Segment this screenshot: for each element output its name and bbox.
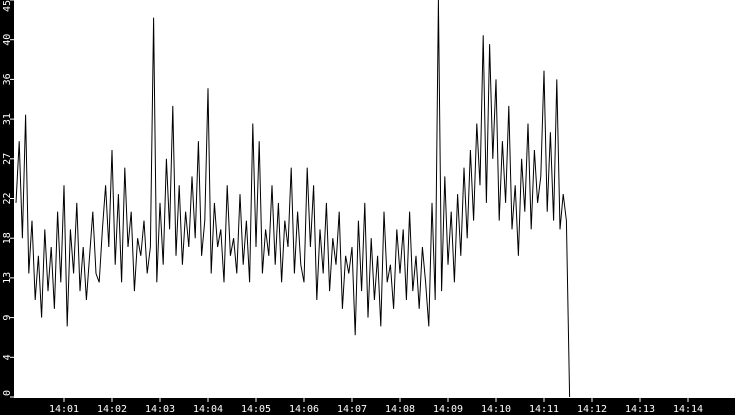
y-tick-label: 13 — [2, 272, 13, 284]
x-tick-label: 14:09 — [433, 404, 463, 415]
plot-area — [14, 0, 735, 398]
x-tick-label: 14:11 — [529, 404, 559, 415]
y-axis: 0 4 9 13 18 22 27 31 36 40 45 — [2, 0, 14, 398]
x-tick-label: 14:07 — [337, 404, 367, 415]
x-tick-label: 14:10 — [481, 404, 511, 415]
x-tick-label: 14:04 — [193, 404, 223, 415]
x-tick-label: 14:06 — [289, 404, 319, 415]
x-tick-label: 14:14 — [673, 404, 703, 415]
x-tick-label: 14:01 — [49, 404, 79, 415]
y-tick-label: 45 — [2, 0, 13, 12]
x-axis-band — [0, 398, 735, 415]
x-tick-label: 14:02 — [97, 404, 127, 415]
y-tick-label: 4 — [2, 354, 13, 360]
x-tick-label: 14:13 — [625, 404, 655, 415]
y-tick-label: 31 — [2, 113, 13, 125]
y-axis-band — [0, 0, 14, 415]
x-tick-label: 14:08 — [385, 404, 415, 415]
x-axis: 14:01 14:02 14:03 14:04 14:05 14:06 14:07 14:08… — [49, 398, 703, 415]
y-tick-label: 22 — [2, 192, 13, 204]
series-line — [15, 0, 571, 398]
y-tick-label: 40 — [2, 34, 13, 46]
y-tick-label: 36 — [2, 73, 13, 85]
x-tick-label: 14:03 — [145, 404, 175, 415]
y-tick-label: 18 — [2, 232, 13, 244]
x-tick-label: 14:12 — [577, 404, 607, 415]
y-tick-label: 27 — [2, 153, 13, 165]
y-tick-label: 0 — [2, 390, 13, 396]
y-tick-label: 9 — [2, 315, 13, 321]
x-tick-label: 14:05 — [241, 404, 271, 415]
